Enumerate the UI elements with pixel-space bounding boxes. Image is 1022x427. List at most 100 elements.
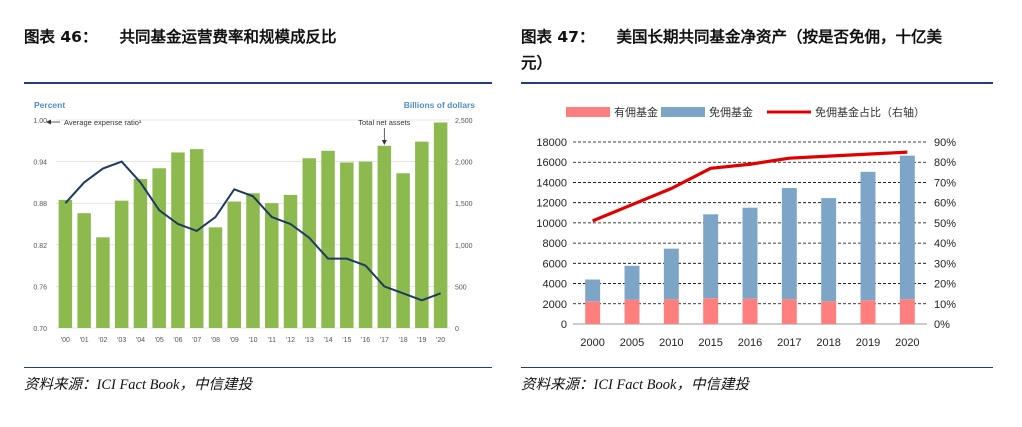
left-tick-label: 8000 xyxy=(543,238,567,250)
x-tick-label: '16 xyxy=(361,337,370,344)
left-figure-title: 图表 46： 共同基金运营费率和规模成反比 xyxy=(24,24,336,50)
bar-load-funds xyxy=(703,298,719,324)
x-tick-label: 2016 xyxy=(738,337,762,349)
right-tick-label: 20% xyxy=(934,279,956,291)
legend-label: 免佣基金占比（右轴） xyxy=(815,105,925,119)
bar-total-net-assets xyxy=(152,168,166,328)
bar-total-net-assets xyxy=(415,141,429,328)
bar-total-net-assets xyxy=(114,200,129,328)
x-tick-label: '14 xyxy=(323,337,332,344)
bar-load-funds xyxy=(860,300,876,324)
right-tick-label: 80% xyxy=(934,157,956,169)
right-tick-label: 1,500 xyxy=(455,201,473,208)
left-axis-title: Percent xyxy=(34,100,65,110)
annotation-arrowhead xyxy=(46,119,51,125)
right-figure-label: 图表 47： xyxy=(521,28,595,46)
bar-load-funds xyxy=(821,301,837,324)
legend-label: 免佣基金 xyxy=(709,105,753,119)
right-figure-title-line2: 元） xyxy=(521,54,553,72)
right-bottom-rule xyxy=(521,367,993,368)
bar-total-net-assets xyxy=(77,213,91,328)
left-tick-label: 14000 xyxy=(536,177,567,189)
left-tick-label: 18000 xyxy=(536,137,567,149)
right-tick-label: 0% xyxy=(934,319,950,331)
bar-total-net-assets xyxy=(133,179,148,328)
right-tick-label: 10% xyxy=(934,299,956,311)
bar-no-load-funds xyxy=(703,214,719,299)
bar-total-net-assets xyxy=(208,227,223,328)
x-tick-label: '08 xyxy=(211,337,220,344)
bar-no-load-funds xyxy=(821,198,837,302)
annotation-total-net-assets: Total net assets xyxy=(358,118,410,127)
left-tick-label: 16000 xyxy=(536,157,567,169)
bar-load-funds xyxy=(624,299,640,324)
x-tick-label: '19 xyxy=(417,337,426,344)
bar-load-funds xyxy=(899,299,915,324)
bar-total-net-assets xyxy=(96,237,110,328)
left-figure-panel: 图表 46： 共同基金运营费率和规模成反比 Percent Billions of … xyxy=(24,0,492,427)
line-average-expense-ratio xyxy=(64,160,441,302)
right-tick-label: 90% xyxy=(934,137,956,149)
x-tick-label: 2000 xyxy=(580,337,604,349)
bar-total-net-assets xyxy=(302,158,317,328)
left-tick-label: 0.82 xyxy=(33,243,47,250)
left-tick-label: 6000 xyxy=(543,258,567,270)
x-tick-label: '17 xyxy=(380,337,389,344)
right-figure-title-line1: 美国长期共同基金净资产（按是否免佣，十亿美 xyxy=(616,28,942,46)
right-tick-label: 2,000 xyxy=(455,160,473,167)
x-tick-label: 2005 xyxy=(620,337,644,349)
bar-load-funds xyxy=(781,299,797,324)
right-tick-label: 500 xyxy=(455,284,467,291)
bar-total-net-assets xyxy=(246,193,260,328)
right-tick-label: 0 xyxy=(455,326,459,333)
legend-swatch xyxy=(661,107,705,117)
legend-swatch xyxy=(566,107,610,117)
left-figure-label: 图表 46： xyxy=(24,28,98,46)
bar-no-load-funds xyxy=(663,248,679,300)
x-tick-label: 2020 xyxy=(895,337,919,349)
bar-total-net-assets xyxy=(265,203,279,328)
bar-load-funds xyxy=(663,299,679,324)
bar-no-load-funds xyxy=(585,279,601,302)
bar-no-load-funds xyxy=(781,188,797,300)
x-tick-label: '20 xyxy=(436,337,445,344)
left-tick-label: 0 xyxy=(561,319,567,331)
bar-load-funds xyxy=(585,301,601,324)
x-tick-label: '02 xyxy=(98,337,107,344)
bar-total-net-assets xyxy=(227,201,241,328)
x-tick-label: 2015 xyxy=(698,337,722,349)
x-tick-label: '09 xyxy=(230,337,239,344)
bar-total-net-assets xyxy=(377,145,392,328)
x-tick-label: '06 xyxy=(173,337,182,344)
bar-total-net-assets xyxy=(321,150,335,328)
right-tick-label: 30% xyxy=(934,258,956,270)
x-tick-label: '01 xyxy=(80,337,89,344)
right-figure-title: 图表 47： 美国长期共同基金净资产（按是否免佣，十亿美 元） xyxy=(521,24,942,76)
left-tick-label: 10000 xyxy=(536,218,567,230)
x-tick-label: '13 xyxy=(305,337,314,344)
right-tick-label: 70% xyxy=(934,177,956,189)
bar-total-net-assets xyxy=(358,161,373,328)
annotation-arrowhead xyxy=(381,140,387,145)
x-tick-label: '04 xyxy=(136,337,145,344)
annotation-expense-ratio: Average expense ratio¹ xyxy=(64,118,142,127)
x-tick-label: '03 xyxy=(117,337,126,344)
left-title-rule xyxy=(24,82,492,84)
x-tick-label: '05 xyxy=(155,337,164,344)
left-source-note: 资料来源：ICI Fact Book，中信建投 xyxy=(24,377,252,393)
bar-no-load-funds xyxy=(624,265,640,300)
right-chart: 有佣基金 免佣基金 免佣基金占比（右轴） 18000 16000 14000 12000 10… xyxy=(536,105,956,349)
x-tick-label: 2010 xyxy=(659,337,683,349)
x-tick-label: 2019 xyxy=(856,337,880,349)
left-figure-title-text: 共同基金运营费率和规模成反比 xyxy=(119,28,337,46)
right-source-note: 资料来源：ICI Fact Book，中信建投 xyxy=(521,377,749,393)
right-tick-label: 50% xyxy=(934,218,956,230)
left-tick-label: 2000 xyxy=(543,299,567,311)
bar-no-load-funds xyxy=(899,155,915,300)
left-tick-label: 0.70 xyxy=(33,326,47,333)
left-chart: Percent Billions of dollars 1.00 0.94 0.88 0.… xyxy=(33,100,475,344)
bar-total-net-assets xyxy=(396,173,410,328)
left-tick-label: 1.00 xyxy=(33,118,47,125)
left-tick-label: 12000 xyxy=(536,198,567,210)
x-tick-label: 2018 xyxy=(816,337,840,349)
